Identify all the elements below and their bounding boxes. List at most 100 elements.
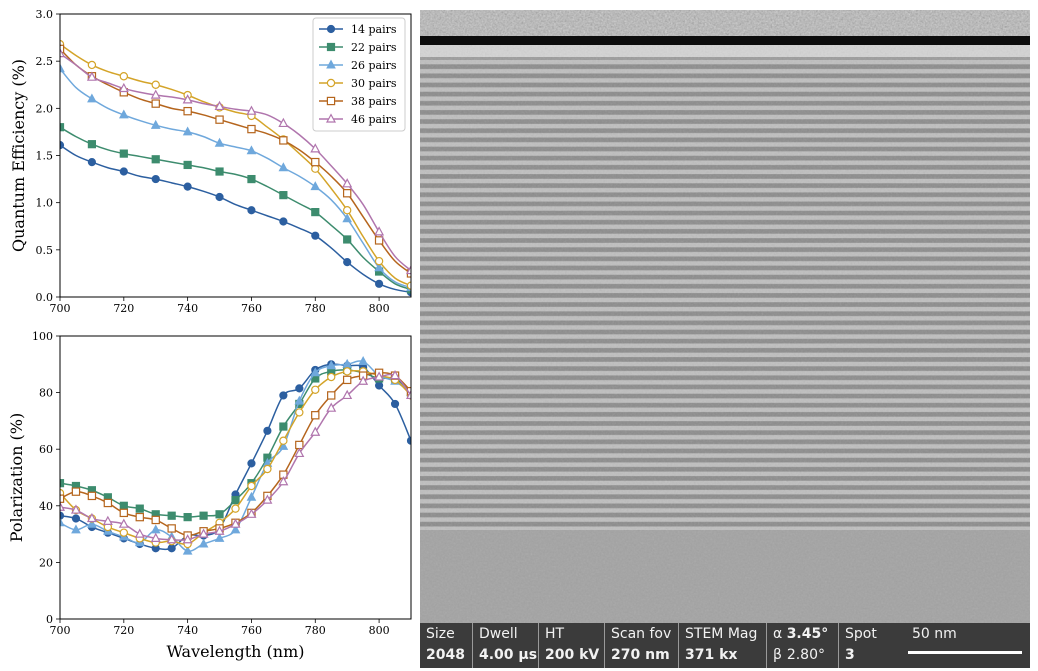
legend-entry: 30 pairs [319,77,397,90]
data-point [102,515,113,525]
data-point [262,494,273,504]
data-point [167,511,176,520]
data-point [247,459,256,468]
info-label: STEM Mag [685,626,758,642]
series-46-pairs [60,47,411,275]
y-tick-label: 1.5 [36,150,54,163]
data-point [326,402,337,412]
data-point [87,491,97,501]
x-tick-label: 720 [113,302,134,315]
info-label: α 3.45° [773,626,828,642]
stem-micrograph-panel: Size 2048 Dwell 4.00 µs HT 200 kV Scan f… [420,10,1030,668]
data-point [87,60,97,70]
info-cell-ht: HT 200 kV [538,623,604,668]
data-point [214,100,225,111]
legend-label: 30 pairs [351,77,397,90]
y-tick-label: 40 [39,500,53,513]
data-point [70,504,81,514]
x-tick-label: 760 [241,624,262,637]
info-value: 200 kV [545,647,600,663]
data-point [343,257,352,267]
data-point [311,411,320,420]
data-point [167,524,176,533]
legend-marker [325,113,337,123]
series-line [60,48,411,275]
info-value: 2048 [426,647,465,663]
data-point [86,512,97,523]
info-cell-spot: Spot 3 [838,623,900,668]
info-value: 3 [845,647,855,663]
y-tick-label: 0 [46,613,53,626]
x-tick-label: 740 [177,624,198,637]
legend-label: 22 pairs [351,41,397,54]
data-point [374,262,384,272]
x-tick-label: 740 [177,302,198,315]
data-point [150,524,161,534]
data-point [247,124,256,134]
series-line [60,53,411,272]
info-value: 4.00 µs [479,647,538,663]
data-point [151,99,160,108]
x-tick-label: 700 [50,624,71,637]
alpha-symbol: α [773,626,783,642]
data-point [405,389,411,400]
x-tick-label: 700 [50,302,71,315]
series-line [60,68,411,289]
plot-area [60,356,411,555]
info-label: Scan fov [611,626,672,642]
info-cell-dwell: Dwell 4.00 µs [472,623,538,668]
data-point [71,487,81,496]
y-tick-label: 0.5 [36,244,54,257]
data-point [151,80,160,89]
legend-entry: 22 pairs [319,41,397,54]
data-point [278,476,289,486]
microscope-info-bar: Size 2048 Dwell 4.00 µs HT 200 kV Scan f… [420,623,1030,668]
data-point [167,544,176,553]
y-tick-label: 1.0 [36,197,54,210]
data-point [278,117,289,128]
legend-label: 14 pairs [351,23,397,36]
data-point [118,518,129,528]
data-point [166,534,177,544]
info-cell-stem-mag: STEM Mag 371 kx [678,623,766,668]
capping-layer-texture [420,10,1030,40]
data-point [135,504,144,513]
legend-marker [326,42,336,52]
data-point [278,162,289,172]
data-point [198,528,209,538]
legend: 14 pairs 22 pairs 26 pairs 30 pairs 38 pairs… [312,17,406,132]
legend-marker [326,78,336,88]
y-tick-label: 20 [39,556,53,569]
series-38-pairs [60,368,411,540]
series-26-pairs [60,356,411,555]
data-point [183,160,192,170]
data-point [119,167,128,176]
series-38-pairs [60,44,411,278]
legend-entry: 26 pairs [319,59,397,72]
data-point [279,217,288,226]
data-point [215,192,224,202]
dark-interface-line [420,36,1030,45]
info-label: Spot [845,626,877,642]
data-point [119,149,128,158]
data-point [342,213,353,223]
data-point [343,235,352,244]
data-point [215,115,224,124]
data-point [247,174,256,184]
data-point [374,371,385,381]
scale-bar-label: 50 nm [912,626,957,642]
series-22-pairs [60,123,411,294]
data-point [247,206,256,215]
x-tick-label: 720 [113,624,134,637]
data-point [230,518,241,528]
data-point [151,174,160,184]
data-point [405,264,411,275]
x-axis-label: Wavelength (nm) [166,642,304,661]
data-point [198,538,209,548]
plot-frame [59,13,412,298]
data-point [294,395,305,405]
legend-entry: 46 pairs [319,113,397,126]
data-point [327,372,336,382]
data-point [247,481,256,491]
info-label: Size [426,626,455,642]
